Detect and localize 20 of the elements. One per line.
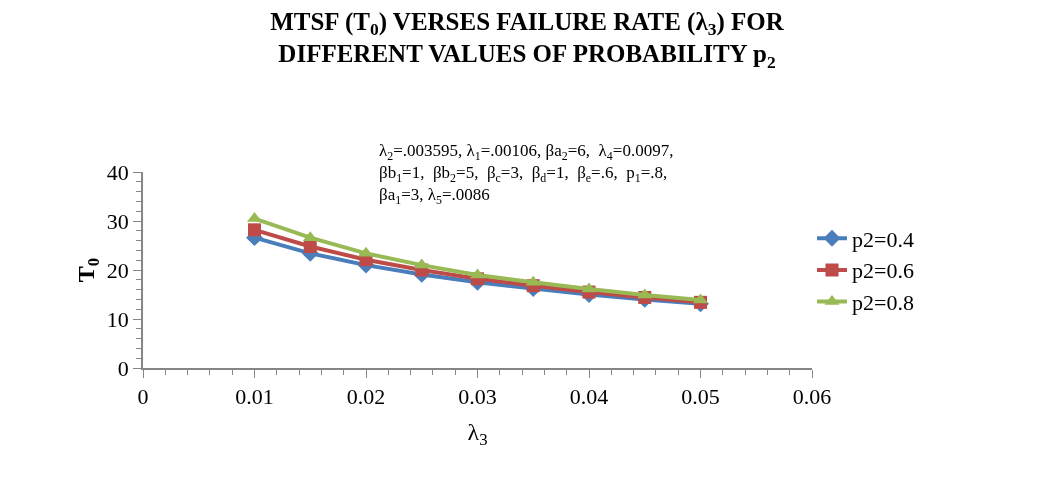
x-tick-label: 0 <box>137 384 149 410</box>
legend-label: p2=0.6 <box>852 258 914 284</box>
x-axis-title: λ$_{3}$ <box>467 418 488 449</box>
x-tick-label: 0.03 <box>458 384 497 410</box>
point <box>303 239 317 253</box>
y-tick-label: 30 <box>106 208 129 234</box>
y-tick-label: 20 <box>106 257 129 283</box>
x-tick-label: 0.02 <box>346 384 386 410</box>
x-tick-label: 0.06 <box>792 384 832 410</box>
y-tick-label: 0 <box>117 355 129 381</box>
y-tick-label: 40 <box>106 159 129 185</box>
x-tick-label: 0.04 <box>569 384 609 410</box>
legend-label: p2=0.4 <box>852 226 914 252</box>
y-tick-label: 10 <box>106 306 129 332</box>
legend-label: p2=0.8 <box>852 290 914 316</box>
chart-title: MTSF (T$_{0}$) VERSES FAILURE RATE (λ$_{3}$) FOR DIFFERENT VALUES OF PROBABILITY p$_{2}$ <box>270 7 785 72</box>
x-tick-label: 0.05 <box>681 384 720 410</box>
x-tick-label: 0.01 <box>235 384 274 410</box>
point <box>248 223 261 237</box>
text: λ$_{2}$=.003595, λ$_{1}$=.00106, βa$_{2}$=6, λ$_{4}$=0.0097, βb$_{1}$=1, βb$_{2}$=5, β$_{c}$=3, β$_{d}$=1, β$_{e}$=.6, p$_{1}$=.8, βa$_{1}$=3, λ$_{5}$=.0086 <box>379 141 674 207</box>
